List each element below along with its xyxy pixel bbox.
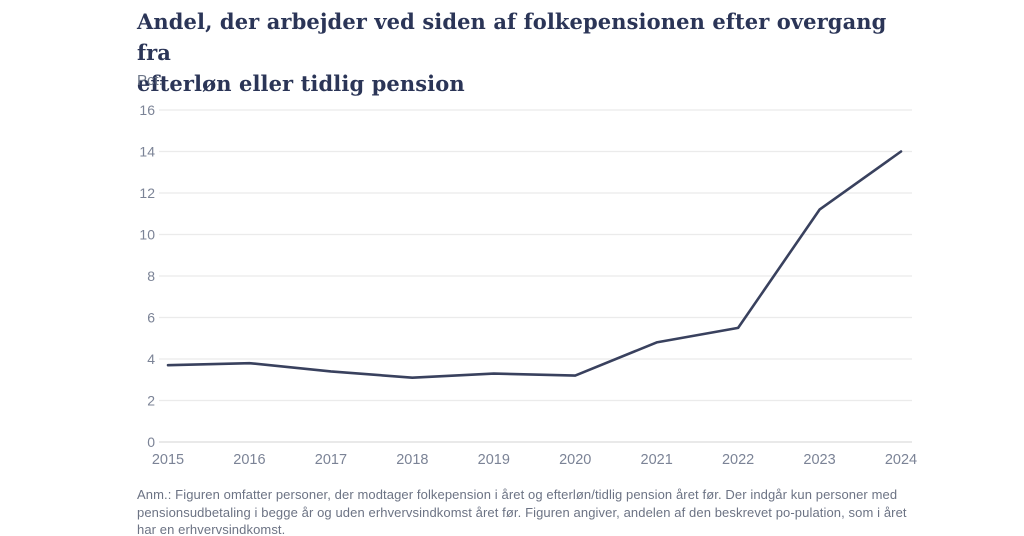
x-tick-label: 2017 — [315, 452, 347, 468]
x-tick-label: 2019 — [478, 452, 510, 468]
y-tick-label: 14 — [139, 144, 155, 160]
line-chart-svg: 0 2 4 6 8 10 12 14 16 2015 2016 2017 2018 2019 2020 202… — [139, 102, 917, 468]
y-tick-label: 8 — [147, 268, 155, 284]
line-chart: 0 2 4 6 8 10 12 14 16 2015 2016 2017 2018 2019 2020 202… — [137, 95, 927, 480]
y-tick-label: 2 — [147, 393, 155, 409]
y-tick-label: 4 — [147, 351, 155, 367]
y-tick-label: 6 — [147, 310, 155, 326]
x-tick-label: 2020 — [559, 452, 591, 468]
data-line — [166, 150, 903, 379]
page-title-line2: efterløn eller tidlig pension — [137, 71, 465, 96]
x-tick-label: 2021 — [641, 452, 673, 468]
y-tick-label: 0 — [147, 434, 155, 450]
x-tick-label: 2024 — [885, 452, 917, 468]
x-tick-label: 2018 — [396, 452, 428, 468]
y-tick-label: 16 — [139, 102, 155, 118]
y-tick-label: 12 — [139, 185, 155, 201]
y-tick-label: 10 — [139, 227, 155, 243]
footnote-text: Anm.: Figuren omfatter personer, der mod… — [137, 487, 907, 536]
x-tick-label: 2023 — [803, 452, 835, 468]
x-tick-label: 2016 — [233, 452, 265, 468]
y-axis-unit-label: Pct. — [137, 72, 163, 89]
x-tick-label: 2022 — [722, 452, 754, 468]
page-title-line1: Andel, der arbejder ved siden af folkepe… — [137, 9, 887, 65]
page-title: Andel, der arbejder ved siden af folkepe… — [137, 6, 917, 99]
x-tick-label: 2015 — [152, 452, 184, 468]
